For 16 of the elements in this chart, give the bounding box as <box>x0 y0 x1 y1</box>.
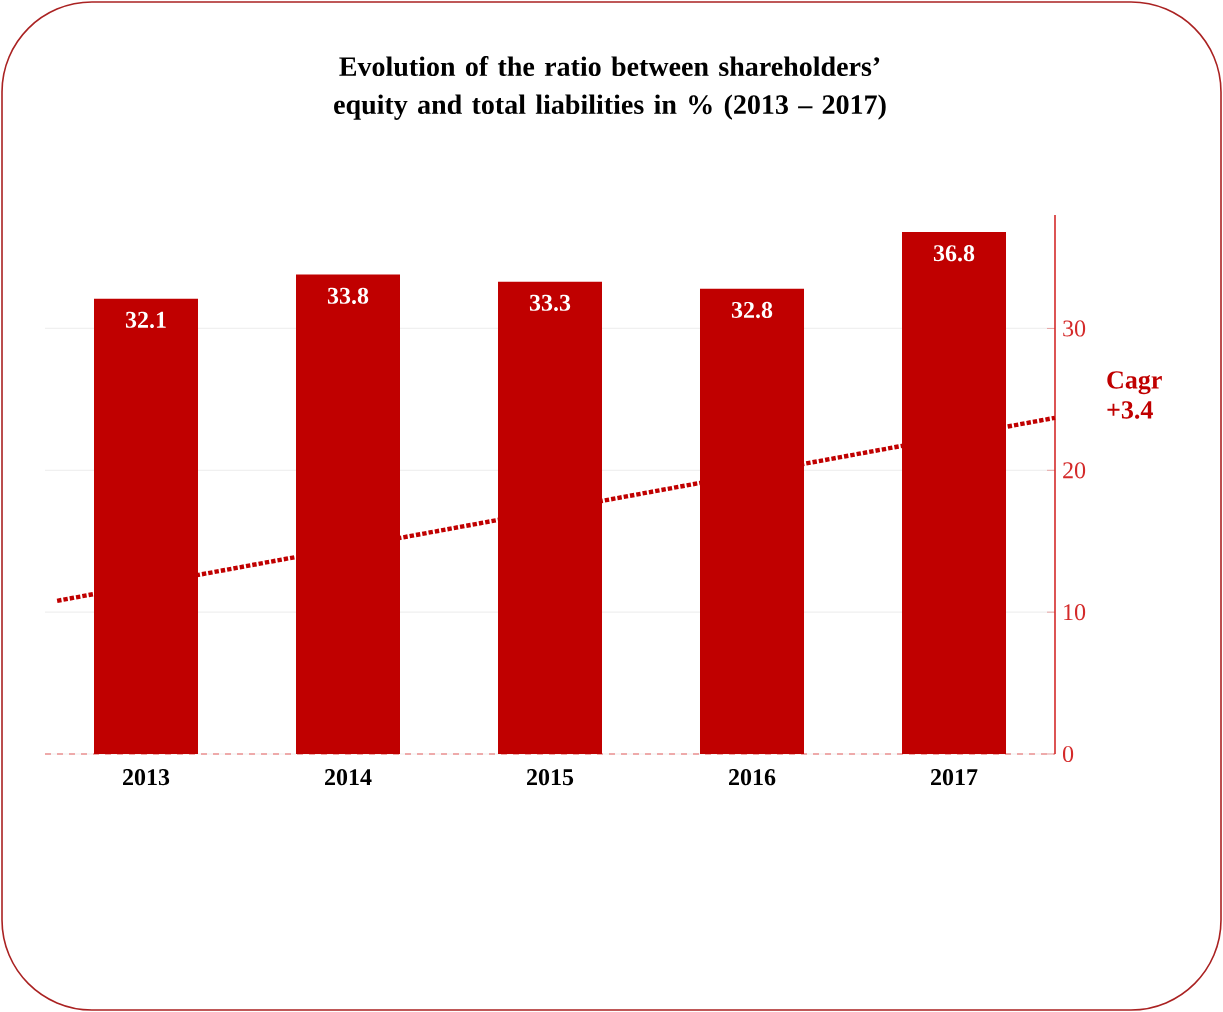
data-label: 33.3 <box>529 294 571 311</box>
y-tick-label: 20 <box>1063 462 1086 479</box>
y-tick-label: 30 <box>1063 320 1086 337</box>
x-tick-label: 2013 <box>123 769 170 786</box>
data-label: 33.8 <box>327 287 369 304</box>
chart-title: Evolution of the ratio between shareholders’ equity and total liabilities in % (2013 – 2017) <box>334 56 886 120</box>
x-tick-label: 2017 <box>931 769 978 786</box>
text: Cagr +3.4 <box>1107 371 1162 419</box>
y-tick-label: 10 <box>1064 604 1086 621</box>
x-tick-label: 2014 <box>325 769 372 786</box>
x-tick-label: 2015 <box>527 769 574 786</box>
y-tick-label: 0 <box>1062 745 1074 763</box>
data-label: 32.1 <box>125 311 166 328</box>
x-tick-label: 2016 <box>729 769 776 786</box>
data-label: 32.8 <box>731 301 773 319</box>
data-label: 36.8 <box>933 245 975 262</box>
